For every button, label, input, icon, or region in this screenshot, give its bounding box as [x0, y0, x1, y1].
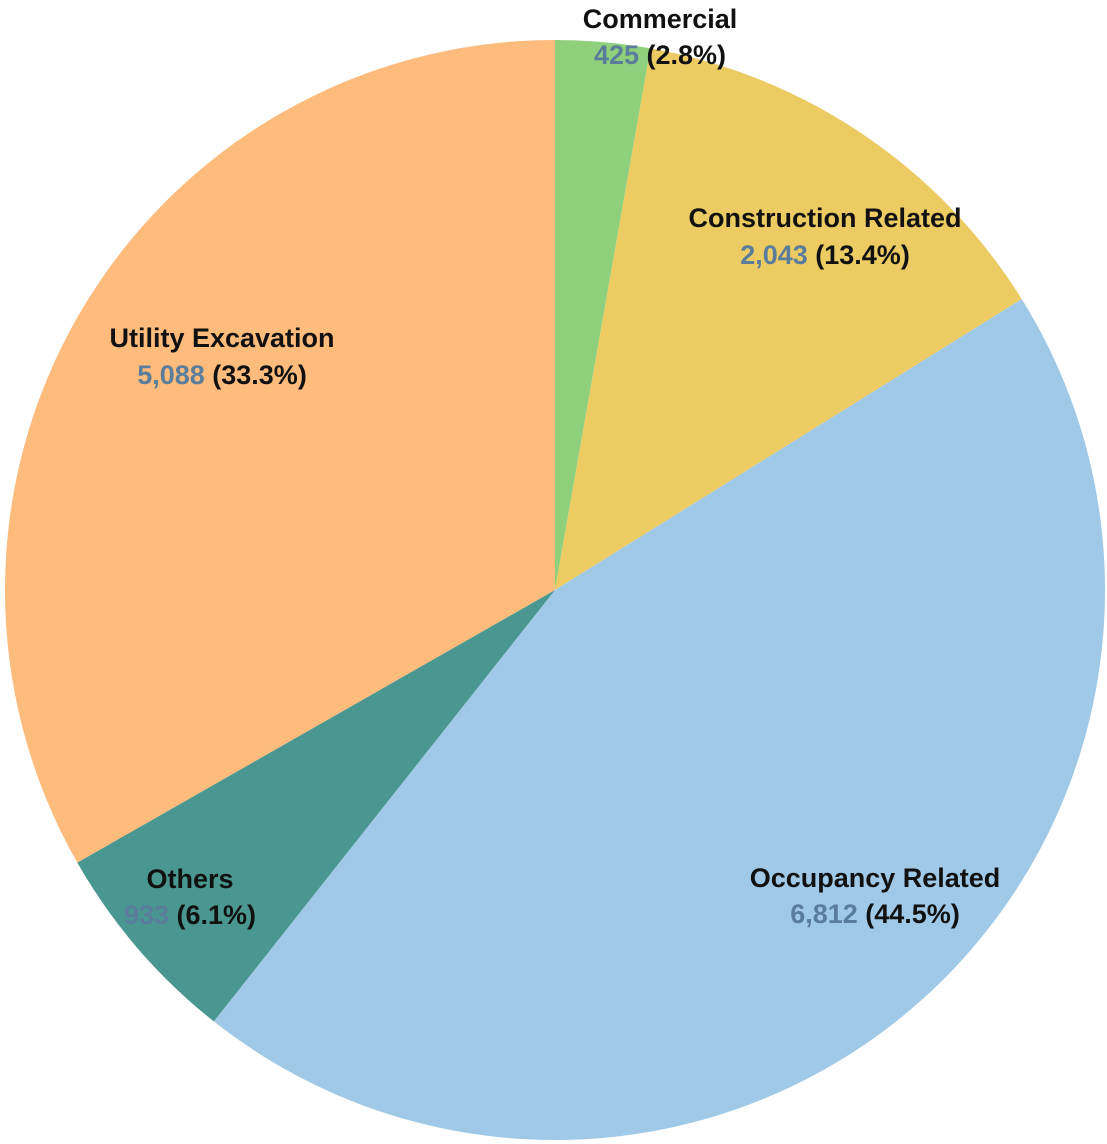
slice-value-label-occupancy-related: 6,812 (44.5%) [790, 899, 960, 929]
slice-value-utility-excavation: 5,088 [137, 360, 205, 390]
pie-slice-others [77, 590, 556, 1022]
slice-percent-construction-related: (13.4%) [808, 240, 910, 270]
slice-value-commercial: 425 [594, 40, 639, 70]
pie-labels: Commercial 425 (2.8%) Construction Related… [109, 4, 1000, 930]
slice-label-occupancy-related: Occupancy Related [750, 863, 1001, 893]
pie-slice-construction-related [555, 48, 1022, 591]
slice-percent-occupancy-related: (44.5%) [858, 899, 960, 929]
slice-label-construction-related: Construction Related [688, 203, 961, 233]
slice-percent-commercial: (2.8%) [639, 40, 726, 70]
pie-slice-occupancy-related [213, 299, 1106, 1141]
pie-slice-utility-excavation [4, 40, 555, 863]
slice-value-label-construction-related: 2,043 (13.4%) [740, 240, 910, 270]
slice-value-label-commercial: 425 (2.8%) [594, 40, 726, 70]
slice-label-others: Others [146, 864, 233, 894]
slice-label-utility-excavation: Utility Excavation [109, 323, 334, 353]
pie-slice-commercial [555, 40, 651, 590]
slice-percent-others: (6.1%) [169, 900, 256, 930]
pie-slices [4, 40, 1106, 1141]
slice-label-commercial: Commercial [583, 4, 738, 34]
slice-value-occupancy-related: 6,812 [790, 899, 858, 929]
slice-value-others: 933 [124, 900, 169, 930]
slice-percent-utility-excavation: (33.3%) [205, 360, 307, 390]
slice-value-construction-related: 2,043 [740, 240, 808, 270]
slice-value-label-others: 933 (6.1%) [124, 900, 256, 930]
slice-value-label-utility-excavation: 5,088 (33.3%) [137, 360, 307, 390]
